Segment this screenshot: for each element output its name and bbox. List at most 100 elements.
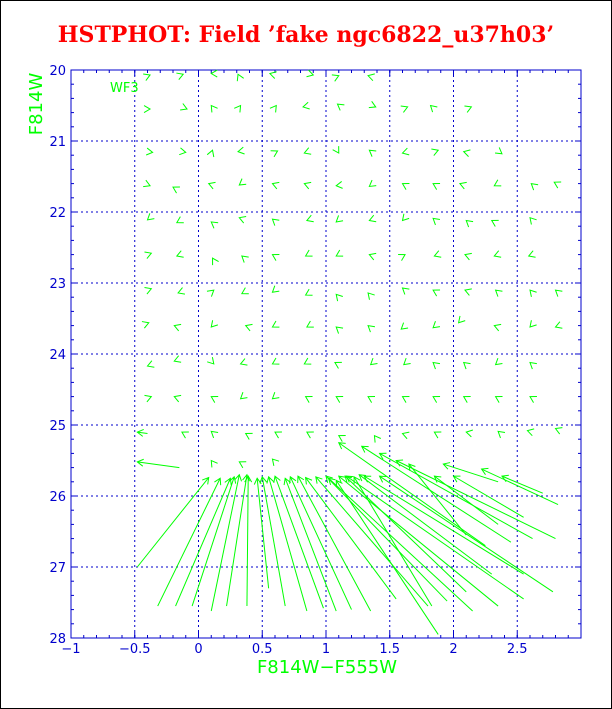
vector-head	[239, 392, 248, 400]
vector-head	[401, 182, 410, 190]
vector-arrow	[368, 149, 377, 157]
vector-arrow	[302, 101, 310, 110]
vector-head	[432, 182, 441, 190]
vector-arrow	[462, 149, 471, 157]
vector-shaft	[353, 476, 433, 607]
vector-head	[306, 431, 314, 439]
vector-arrow	[274, 431, 282, 439]
vector-arrow	[401, 287, 410, 295]
vector-shaft	[346, 475, 524, 600]
y-tick-label: 26	[49, 490, 66, 505]
vector-head	[452, 475, 461, 483]
vector-head	[180, 103, 188, 111]
vector-head	[144, 251, 153, 259]
vector-arrow	[207, 357, 215, 365]
vector-arrow	[306, 69, 315, 78]
vector-head	[432, 289, 441, 297]
vector-head	[237, 146, 245, 155]
vector-head	[433, 431, 442, 439]
y-tick-label: 21	[49, 135, 66, 150]
vector-head	[244, 323, 253, 332]
vector-arrow	[173, 394, 182, 403]
x-tick-label: 1	[322, 642, 330, 657]
vector-head	[306, 320, 314, 328]
vector-arrow	[206, 149, 215, 158]
vector-arrow	[501, 474, 543, 494]
vector-shaft	[256, 478, 270, 589]
vector-head	[367, 324, 376, 333]
vector-arrow	[177, 287, 186, 295]
vector-head	[244, 475, 253, 483]
axis-ticks	[70, 69, 582, 639]
vector-head	[271, 181, 280, 190]
vector-head	[529, 395, 537, 403]
vector-arrow	[345, 475, 524, 600]
vector-arrow	[464, 105, 473, 113]
vector-arrow	[464, 288, 472, 296]
vector-arrow	[401, 395, 410, 403]
vector-head	[494, 357, 503, 366]
vector-head	[401, 287, 410, 295]
vector-head	[240, 287, 249, 295]
vector-arrow	[336, 103, 345, 111]
vector-shaft	[157, 478, 221, 607]
vector-arrow	[353, 475, 433, 607]
vector-arrow	[144, 286, 153, 295]
vector-head	[400, 105, 409, 113]
panel-label: WF3	[110, 81, 139, 96]
vector-head	[236, 73, 244, 82]
vector-arrow	[143, 179, 151, 188]
vector-head	[210, 69, 218, 78]
vector-arrow	[210, 473, 242, 612]
vector-arrow	[529, 289, 537, 298]
vector-head	[331, 74, 340, 82]
vector-arrow	[378, 475, 554, 593]
vector-arrow	[442, 462, 499, 483]
vector-arrow	[429, 104, 438, 113]
vector-head	[144, 394, 153, 403]
vector-head	[458, 181, 467, 190]
vector-arrow	[432, 182, 441, 190]
vector-head	[304, 395, 313, 403]
vector-head	[337, 435, 346, 442]
vector-shaft	[210, 474, 240, 612]
vector-head	[234, 104, 242, 113]
vector-arrow	[494, 357, 503, 366]
x-tick-label: −0.5	[119, 642, 151, 657]
vector-arrow	[271, 320, 280, 328]
vector-arrow	[452, 475, 524, 518]
vector-arrow	[144, 394, 153, 403]
vector-head	[497, 430, 506, 439]
vector-arrow	[143, 73, 151, 81]
vector-arrow	[289, 475, 352, 610]
vector-shaft	[136, 477, 210, 568]
vector-head	[398, 253, 406, 261]
vector-arrow	[432, 321, 441, 329]
vector-arrow	[239, 358, 248, 366]
vector-arrow	[176, 72, 185, 80]
vector-head	[344, 475, 352, 483]
vector-head	[432, 321, 441, 329]
vector-head	[273, 475, 281, 484]
vector-head	[271, 253, 280, 261]
vector-head	[493, 179, 502, 187]
vector-head	[304, 249, 313, 257]
vector-arrow	[403, 357, 411, 366]
vector-head	[335, 181, 343, 189]
vector-shaft	[335, 480, 439, 635]
vector-shaft	[274, 475, 324, 609]
vector-head	[335, 215, 344, 223]
vector-head	[206, 289, 215, 297]
vector-arrow	[145, 147, 154, 156]
vector-head	[403, 357, 411, 366]
vector-head	[271, 392, 280, 400]
vector-arrow	[494, 147, 503, 155]
vector-shaft	[325, 475, 448, 602]
vector-head	[465, 219, 474, 228]
vector-head	[493, 323, 502, 332]
vector-arrow	[431, 148, 440, 156]
vector-arrow	[210, 430, 219, 439]
vector-head	[442, 462, 451, 470]
vector-arrow	[136, 476, 210, 568]
x-tick-labels: −1 −0.5 0 0.5 1 1.5 2 2.5	[61, 642, 527, 657]
